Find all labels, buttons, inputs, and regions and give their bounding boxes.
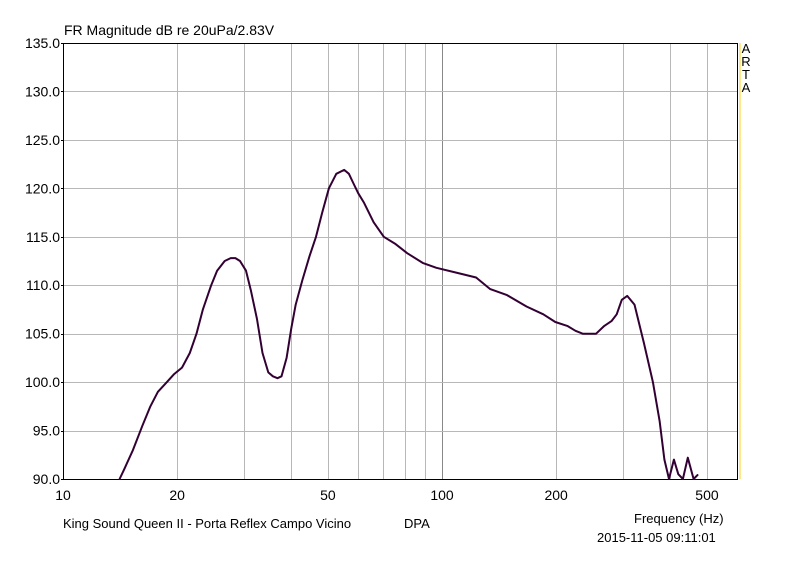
measurement-mode: DPA bbox=[404, 516, 430, 531]
brand-letter: R bbox=[741, 54, 751, 69]
brand-letter: A bbox=[741, 41, 751, 56]
y-tick-label: 120.0 bbox=[25, 180, 60, 196]
y-tick-label: 90.0 bbox=[33, 471, 60, 487]
y-tick-label: 105.0 bbox=[25, 326, 60, 342]
x-axis-label: Frequency (Hz) bbox=[634, 511, 724, 526]
x-tick-label: 20 bbox=[169, 487, 185, 503]
y-tick-label: 110.0 bbox=[26, 277, 60, 293]
y-tick-label: 100.0 bbox=[25, 374, 60, 390]
x-tick-label: 500 bbox=[695, 487, 719, 503]
x-tick-labels: 10 20 50 100 200 500 bbox=[55, 487, 719, 503]
measurement-caption: King Sound Queen II - Porta Reflex Campo… bbox=[63, 516, 352, 531]
y-tick-label: 125.0 bbox=[25, 132, 60, 148]
timestamp: 2015-11-05 09:11:01 bbox=[597, 530, 716, 545]
chart-title: FR Magnitude dB re 20uPa/2.83V bbox=[64, 22, 275, 38]
arta-logo: A R T A bbox=[737, 42, 755, 112]
y-tick-label: 135.0 bbox=[25, 35, 60, 51]
x-tick-label: 200 bbox=[544, 487, 568, 503]
x-tick-label: 10 bbox=[55, 487, 71, 503]
y-tick-labels: 135.0 130.0 125.0 120.0 115.0 110.0 105.0 100.0… bbox=[25, 35, 63, 487]
grid bbox=[63, 43, 737, 479]
frequency-response-line bbox=[118, 168, 699, 480]
y-tick-label: 130.0 bbox=[25, 83, 60, 99]
brand-letter: A bbox=[741, 80, 751, 95]
y-tick-label: 115.0 bbox=[26, 229, 60, 245]
x-tick-label: 100 bbox=[430, 487, 454, 503]
plot-frame bbox=[63, 43, 738, 480]
brand-letter: T bbox=[742, 67, 750, 82]
y-tick-label: 95.0 bbox=[33, 423, 60, 439]
x-tick-label: 50 bbox=[320, 487, 336, 503]
